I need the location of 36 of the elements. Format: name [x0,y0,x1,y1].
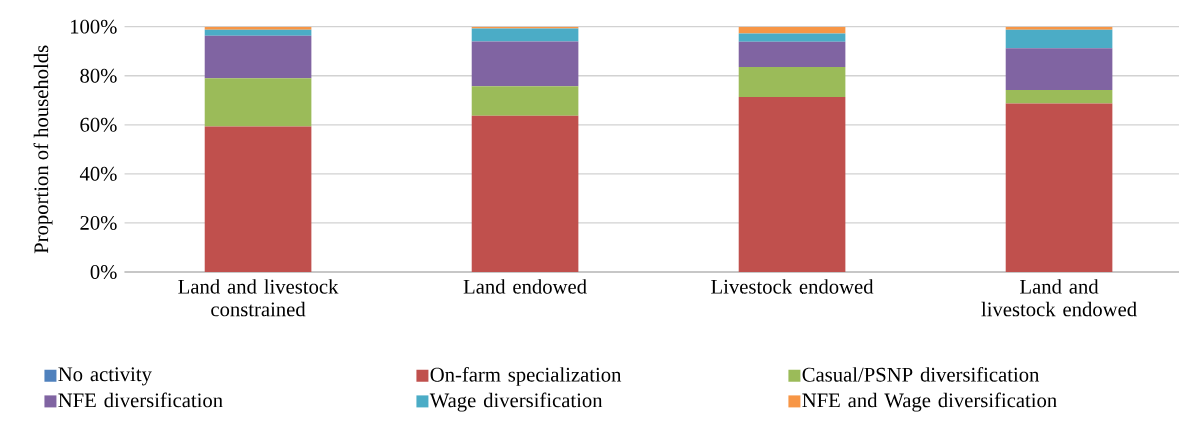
bar [738,26,846,34]
legend-label: Casual/PSNP diversification [802,366,1040,382]
bar [204,126,312,272]
legend-label: Wage diversification [429,392,603,412]
bar [204,78,312,127]
legend-label: On-farm specialization [430,366,622,386]
y-tick-label: 40% [79,166,117,181]
bar [1005,48,1113,90]
x-tick-label: Livestock endowed [711,279,874,294]
bar [1005,29,1113,49]
bar [204,29,312,36]
bar [1005,89,1113,104]
bar [471,28,579,42]
x-tick-label: Land and livestock endowed [981,279,1137,317]
bar [471,115,579,272]
y-tick-label: 100% [71,19,117,34]
y-tick-label: 20% [80,215,117,230]
y-tick-label: 60% [80,117,117,132]
bar [738,66,846,98]
bar [738,41,846,67]
x-tick-label: Land and livestock constrained [178,279,339,317]
y-axis-title: Proportion of households [33,45,53,254]
bar [204,35,312,79]
bar [1005,103,1113,272]
x-tick-label: Land endowed [463,279,587,294]
y-tick-label: 80% [80,68,117,83]
legend-label: NFE and Wage diversification [802,392,1057,412]
bar [738,97,846,272]
bar [471,86,579,116]
bar [204,26,312,30]
bar [1005,26,1113,30]
bar [738,33,846,42]
bar [471,41,579,87]
y-tick-label: 0% [90,264,117,279]
legend-label: NFE diversification [58,392,223,408]
legend-label: No activity [58,367,152,386]
